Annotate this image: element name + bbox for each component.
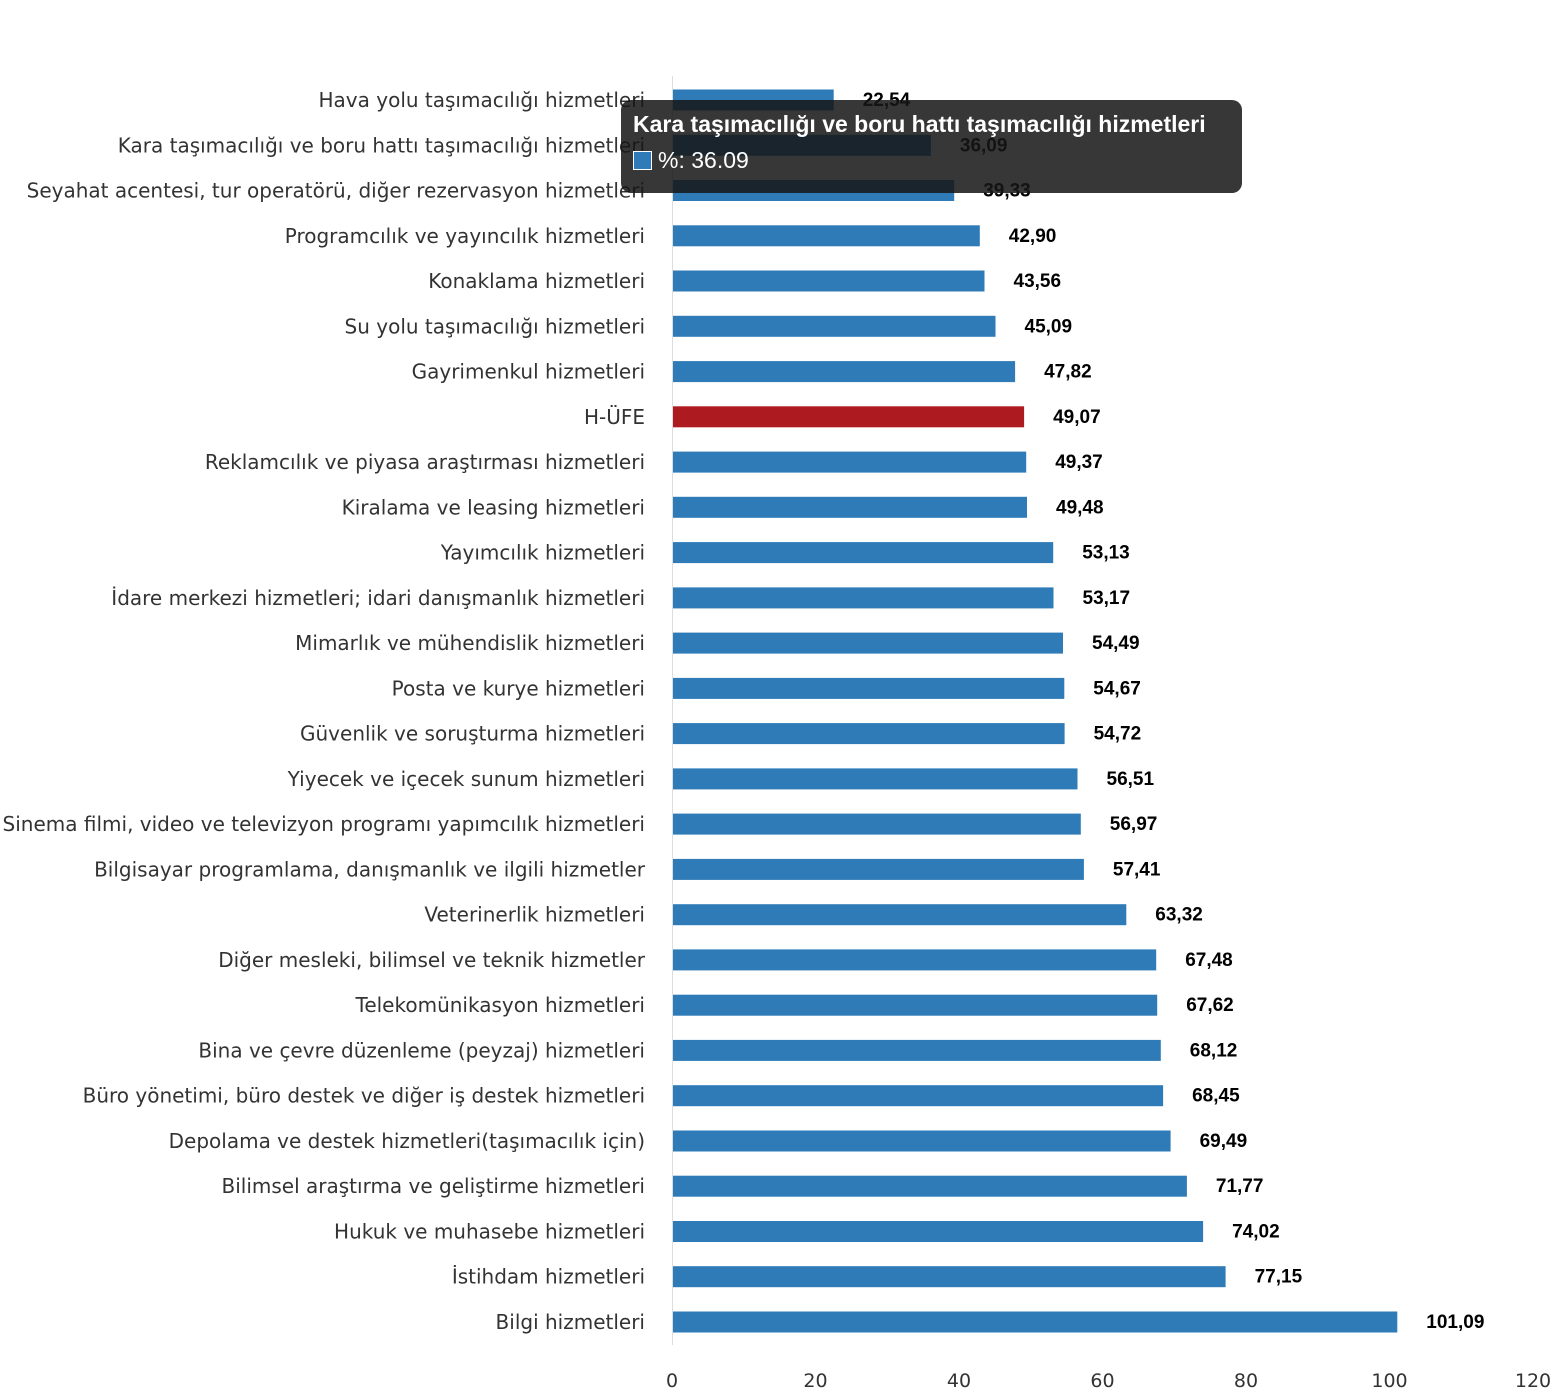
data-label: 43,56 (1014, 271, 1062, 292)
category-label: Depolama ve destek hizmetleri(taşımacılı… (169, 1129, 645, 1153)
bar[interactable] (672, 542, 1054, 564)
category-label: İdare merkezi hizmetleri; idari danışman… (111, 586, 645, 610)
data-label: 49,07 (1053, 407, 1101, 428)
bar[interactable] (672, 949, 1157, 971)
data-label: 54,72 (1094, 724, 1142, 745)
bar[interactable] (672, 1175, 1187, 1197)
data-label: 101,09 (1426, 1312, 1484, 1333)
bar[interactable] (672, 858, 1084, 880)
data-label: 54,49 (1092, 633, 1140, 654)
bar[interactable] (672, 1085, 1164, 1107)
category-label: Veterinerlik hizmetleri (424, 903, 645, 927)
category-labels: Hava yolu taşımacılığı hizmetleri Kara ta… (3, 88, 646, 1334)
x-tick-label: 20 (803, 1370, 827, 1392)
category-label: Sinema filmi, video ve televizyon progra… (3, 812, 645, 836)
bar[interactable] (672, 1311, 1398, 1333)
category-label: Diğer mesleki, bilimsel ve teknik hizmet… (218, 948, 646, 972)
category-label: Posta ve kurye hizmetleri (392, 676, 645, 700)
data-label: 57,41 (1113, 859, 1161, 880)
data-label: 68,45 (1192, 1086, 1240, 1107)
bar[interactable] (672, 1039, 1161, 1061)
category-label: H-ÜFE (584, 405, 645, 429)
data-label: 49,37 (1055, 452, 1103, 473)
category-label: Güvenlik ve soruşturma hizmetleri (300, 722, 645, 746)
data-label: 67,62 (1186, 995, 1234, 1016)
chart-tooltip: Kara taşımacılığı ve boru hattı taşımacı… (621, 100, 1242, 193)
bar[interactable] (672, 361, 1016, 383)
bar[interactable] (672, 677, 1065, 699)
category-label: Bilgisayar programlama, danışmanlık ve i… (94, 857, 646, 881)
tooltip-title: Kara taşımacılığı ve boru hattı taşımacı… (633, 111, 1206, 137)
data-label: 47,82 (1044, 362, 1092, 383)
category-label: Kara taşımacılığı ve boru hattı taşımacı… (118, 133, 645, 157)
bar[interactable] (672, 1130, 1171, 1152)
category-label: Hava yolu taşımacılığı hizmetleri (319, 88, 646, 112)
category-label: Telekomünikasyon hizmetleri (355, 993, 646, 1017)
category-label: Kiralama ve leasing hizmetleri (342, 495, 645, 519)
x-tick-label: 80 (1234, 1370, 1258, 1392)
data-label: 56,97 (1110, 814, 1158, 835)
bar[interactable] (672, 270, 985, 292)
category-label: Bilgi hizmetleri (496, 1310, 645, 1334)
bar[interactable] (672, 1266, 1226, 1288)
category-label: Gayrimenkul hizmetleri (412, 360, 645, 384)
data-label: 68,12 (1190, 1040, 1238, 1061)
tooltip-value: %: 36.09 (658, 147, 749, 173)
category-label: Su yolu taşımacılığı hizmetleri (345, 314, 645, 338)
x-tick-label: 0 (666, 1370, 678, 1392)
data-label: 53,13 (1082, 543, 1130, 564)
bar[interactable] (672, 451, 1027, 473)
x-tick-label: 40 (947, 1370, 971, 1392)
bar[interactable] (672, 587, 1054, 609)
tooltip-swatch-icon (633, 150, 652, 170)
data-label: 49,48 (1056, 497, 1104, 518)
data-label: 69,49 (1200, 1131, 1248, 1152)
bar[interactable] (672, 225, 980, 247)
tooltip-row: %: 36.09 (633, 147, 1230, 173)
category-label: Programcılık ve yayıncılık hizmetleri (285, 224, 645, 248)
data-label: 74,02 (1232, 1222, 1280, 1243)
x-tick-label: 120 (1515, 1370, 1551, 1392)
bar[interactable] (672, 496, 1027, 518)
data-label: 53,17 (1083, 588, 1131, 609)
category-label: Reklamcılık ve piyasa araştırması hizmet… (205, 450, 645, 474)
data-label: 54,67 (1093, 678, 1141, 699)
bar[interactable] (672, 632, 1063, 654)
category-label: Hukuk ve muhasebe hizmetleri (334, 1220, 645, 1244)
bar[interactable] (672, 315, 996, 337)
data-label: 71,77 (1216, 1176, 1264, 1197)
data-label: 56,51 (1107, 769, 1155, 790)
category-label: Bilimsel araştırma ve geliştirme hizmetl… (222, 1174, 645, 1198)
bar[interactable] (672, 1221, 1204, 1242)
data-label: 77,15 (1255, 1267, 1303, 1288)
data-label: 63,32 (1155, 905, 1203, 926)
category-label: Seyahat acentesi, tur operatörü, diğer r… (27, 179, 645, 203)
data-label: 45,09 (1025, 316, 1073, 337)
data-label: 67,48 (1185, 950, 1233, 971)
axes-group: 0 20 40 60 80 100 120 (666, 76, 1551, 1392)
data-label: 42,90 (1009, 226, 1057, 247)
bar[interactable] (672, 994, 1158, 1016)
category-label: Yayımcılık hizmetleri (440, 541, 645, 565)
category-label: Mimarlık ve mühendislik hizmetleri (295, 631, 645, 655)
category-label: Bina ve çevre düzenleme (peyzaj) hizmetl… (198, 1038, 645, 1062)
bar[interactable] (672, 723, 1065, 745)
bar[interactable] (672, 768, 1078, 790)
bar-highlight[interactable] (672, 406, 1025, 428)
category-label: Büro yönetimi, büro destek ve diğer iş d… (83, 1084, 645, 1108)
category-label: İstihdam hizmetleri (452, 1265, 645, 1289)
category-label: Konaklama hizmetleri (428, 269, 645, 293)
x-tick-label: 100 (1371, 1370, 1407, 1392)
bar[interactable] (672, 813, 1081, 835)
bar[interactable] (672, 904, 1127, 926)
category-label: Yiyecek ve içecek sunum hizmetleri (287, 767, 645, 791)
bars-group (672, 89, 1398, 1333)
x-tick-label: 60 (1090, 1370, 1114, 1392)
